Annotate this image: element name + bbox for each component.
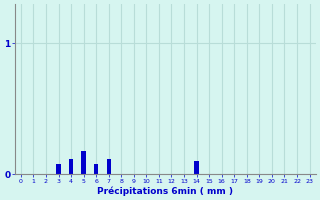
Bar (56, 164, 61, 174)
Bar (69, 159, 73, 174)
Bar (94, 164, 98, 174)
Bar (194, 161, 199, 174)
X-axis label: Précipitations 6min ( mm ): Précipitations 6min ( mm ) (97, 186, 233, 196)
Bar (107, 159, 111, 174)
Bar (81, 151, 86, 174)
